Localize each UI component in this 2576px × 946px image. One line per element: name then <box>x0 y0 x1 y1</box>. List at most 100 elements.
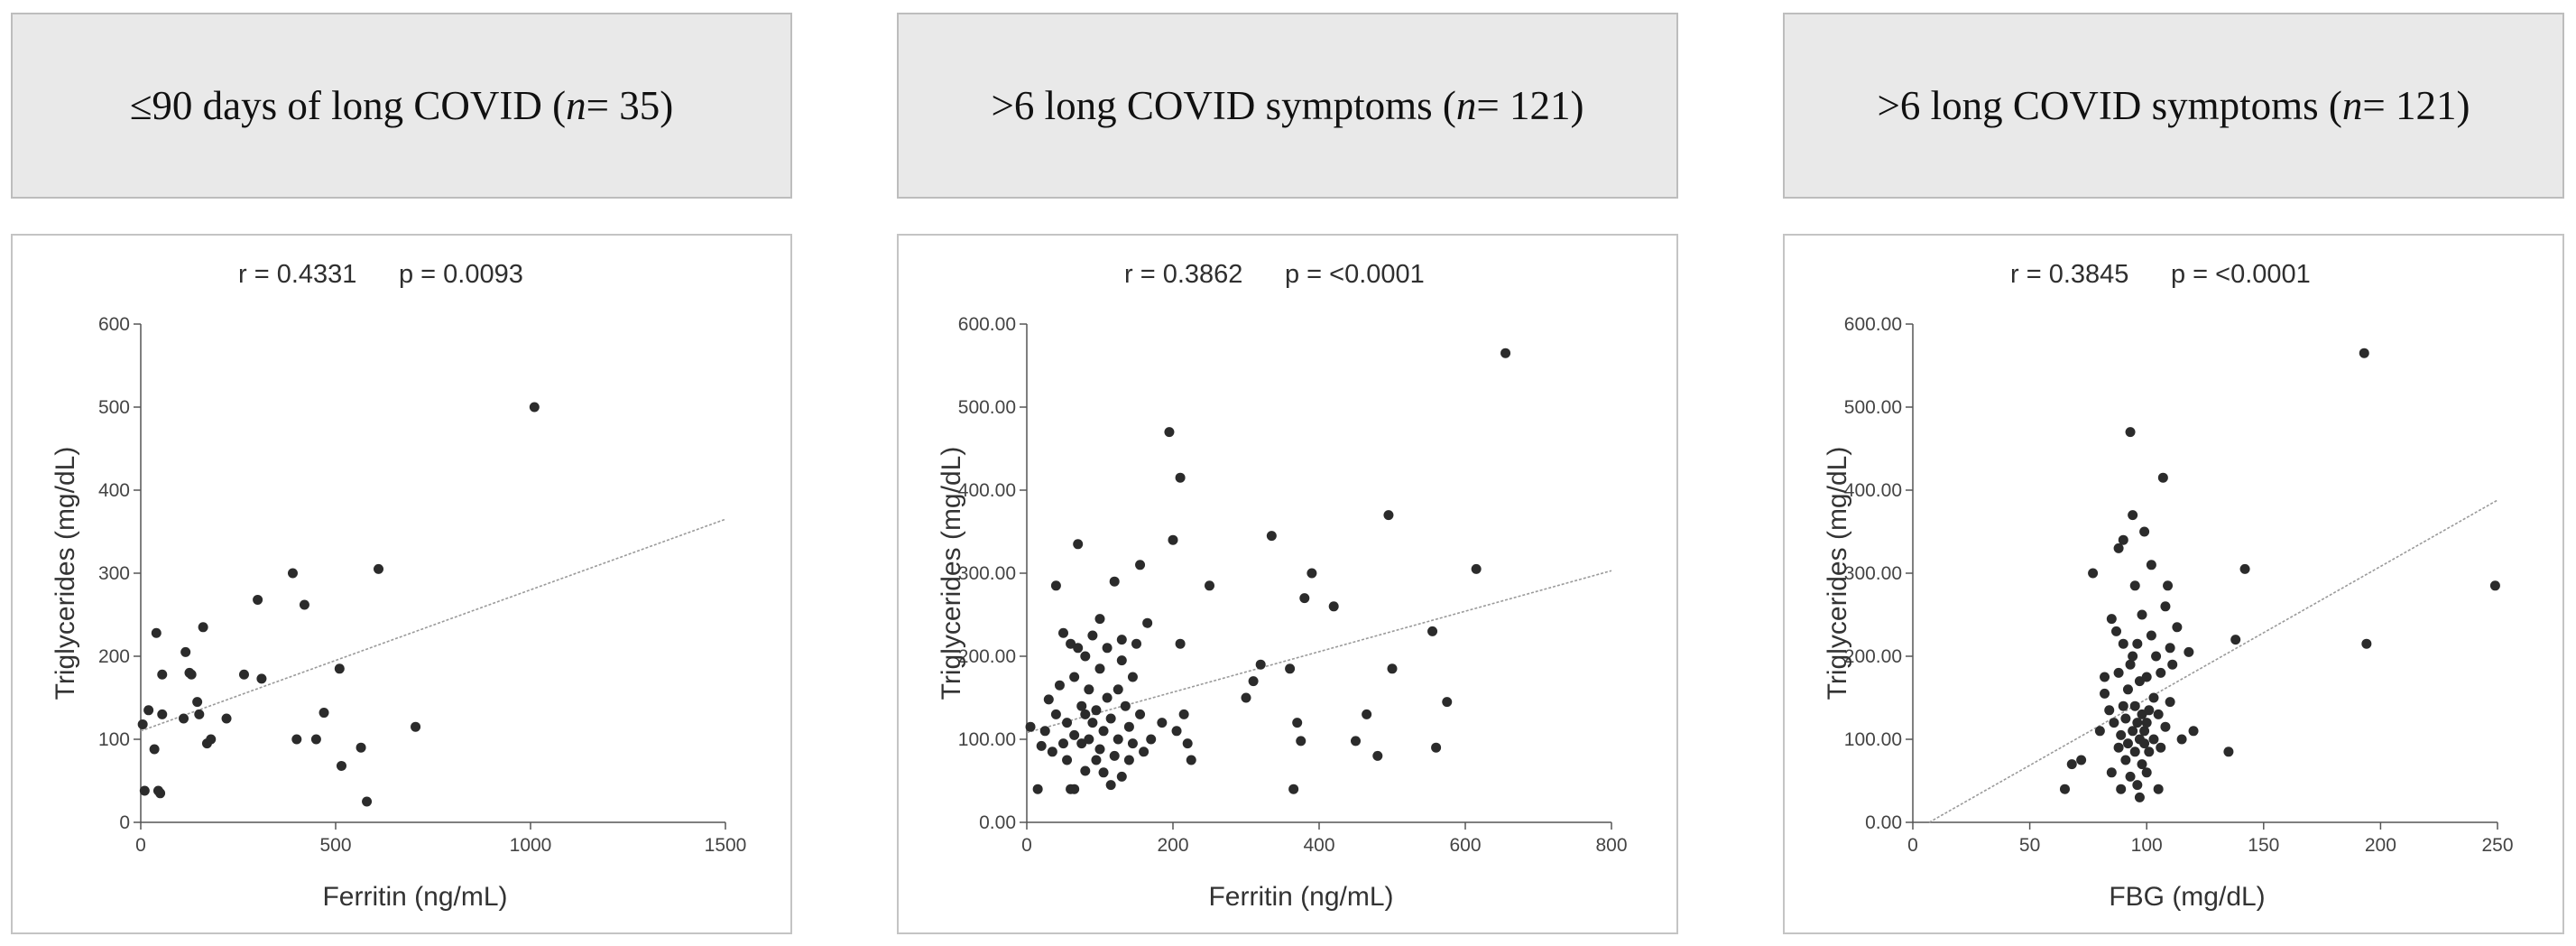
x-tick-label: 500 <box>319 835 351 856</box>
data-point <box>1135 709 1146 719</box>
data-point <box>1113 684 1123 695</box>
data-point <box>1073 643 1084 654</box>
data-point <box>1351 736 1361 747</box>
data-point <box>2132 780 2143 791</box>
data-point <box>1105 713 1116 724</box>
x-tick-label: 600 <box>1449 835 1481 856</box>
data-point <box>2139 526 2150 537</box>
data-point <box>334 663 345 674</box>
y-tick-label: 300 <box>98 563 130 584</box>
data-point <box>1102 692 1113 703</box>
data-point <box>1025 721 1036 732</box>
data-point <box>155 788 166 799</box>
data-point <box>1471 563 1482 574</box>
data-point <box>1050 580 1061 591</box>
data-point <box>1383 510 1394 521</box>
data-point <box>1292 718 1303 728</box>
data-point <box>139 785 150 796</box>
data-point <box>206 734 217 745</box>
data-point <box>2153 709 2164 719</box>
data-point <box>1306 568 1317 579</box>
data-point <box>1066 638 1076 649</box>
x-axis-label: Ferritin (ng/mL) <box>1208 882 1393 912</box>
data-point <box>2489 580 2500 591</box>
data-point <box>1109 750 1120 761</box>
x-tick-label: 50 <box>2019 835 2040 856</box>
data-point <box>1058 738 1068 749</box>
data-point <box>1135 560 1146 570</box>
y-tick-label: 400.00 <box>958 480 1016 501</box>
data-point <box>1372 750 1383 761</box>
data-point <box>1076 738 1087 749</box>
data-point <box>192 697 203 708</box>
data-point <box>1500 348 1511 358</box>
data-point <box>2137 609 2147 620</box>
data-point <box>2361 638 2372 649</box>
data-point <box>2156 667 2166 678</box>
data-point <box>2104 705 2115 716</box>
data-point <box>1058 627 1068 638</box>
stat-r: r = 0.4331 <box>238 260 356 289</box>
y-tick-label: 0.00 <box>979 812 1016 833</box>
header-1-suffix: = 35) <box>586 83 674 128</box>
data-point <box>1127 672 1138 682</box>
data-point <box>2129 700 2140 711</box>
x-tick-label: 1000 <box>510 835 552 856</box>
stat-r: r = 0.3845 <box>2010 260 2128 289</box>
data-point <box>2132 638 2143 649</box>
data-point <box>1116 771 1127 782</box>
y-tick-label: 100.00 <box>1844 729 1902 750</box>
data-point <box>1255 659 1266 670</box>
data-point <box>2116 729 2127 740</box>
data-point <box>1175 638 1186 649</box>
data-point <box>2141 767 2152 778</box>
data-point <box>310 734 321 745</box>
x-tick-label: 0 <box>1021 835 1032 856</box>
data-point <box>1131 638 1141 649</box>
data-point <box>1036 740 1047 751</box>
y-tick-label: 400.00 <box>1844 480 1902 501</box>
data-point <box>2128 510 2138 521</box>
data-point <box>1109 576 1120 587</box>
y-axis-label: Triglycerides (mg/dL) <box>1823 447 1852 700</box>
data-point <box>336 760 346 771</box>
y-tick-label: 0 <box>119 812 130 833</box>
y-tick-label: 300.00 <box>1844 563 1902 584</box>
header-3-suffix: = 121) <box>2362 83 2470 128</box>
data-point <box>1080 709 1091 719</box>
data-point <box>253 594 263 605</box>
data-point <box>2118 700 2128 711</box>
data-point <box>2109 718 2119 728</box>
data-point <box>1427 626 1438 636</box>
data-point <box>2137 759 2147 770</box>
trend-line <box>1026 570 1612 734</box>
data-point <box>2165 697 2175 708</box>
header-2-n: n <box>1455 83 1477 128</box>
data-point <box>1168 534 1178 545</box>
data-point <box>2113 742 2124 753</box>
data-point <box>1431 742 1442 753</box>
data-point <box>1094 663 1105 674</box>
data-point <box>2163 580 2174 591</box>
data-point <box>1069 672 1080 682</box>
data-point <box>2223 747 2234 757</box>
data-point <box>1084 684 1094 695</box>
data-point <box>2141 672 2152 682</box>
header-1-prefix: ≤90 days of long COVID ( <box>129 83 567 128</box>
x-tick-label: 400 <box>1303 835 1334 856</box>
chart-panel-1: r = 0.4331 p = 0.0093 0 100 200 300 400 500 600 0… <box>11 234 792 934</box>
data-point <box>2165 643 2175 654</box>
data-point <box>1296 736 1306 747</box>
data-point <box>157 709 168 719</box>
data-point <box>2088 568 2099 579</box>
data-point <box>1087 718 1098 728</box>
data-point <box>198 622 208 633</box>
data-point <box>1039 726 1050 737</box>
x-axis-label: FBG (mg/dL) <box>2109 882 2265 912</box>
stat-p: p = <0.0001 <box>1285 260 1425 289</box>
data-point <box>2139 726 2150 737</box>
y-tick-label: 600.00 <box>958 314 1016 335</box>
y-tick-label: 600 <box>98 314 130 335</box>
y-tick-label: 300.00 <box>958 563 1016 584</box>
data-point <box>1105 780 1116 791</box>
